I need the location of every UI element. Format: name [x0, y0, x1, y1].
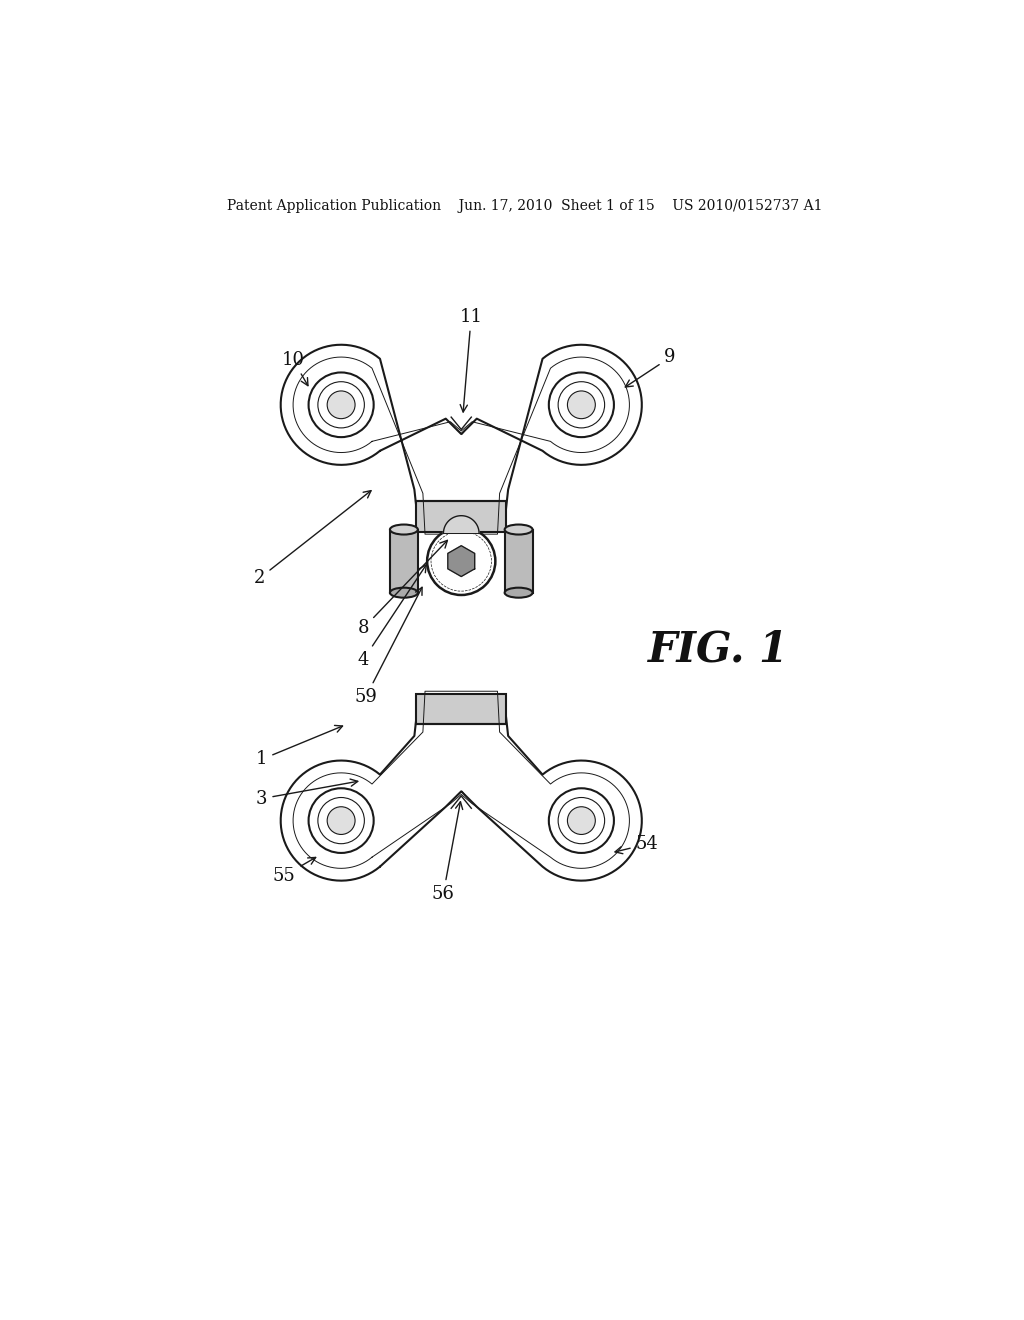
Text: 55: 55 [273, 858, 315, 884]
Text: FIG. 1: FIG. 1 [648, 628, 790, 671]
Text: 9: 9 [626, 348, 676, 387]
Text: 11: 11 [460, 308, 482, 412]
Text: 56: 56 [432, 801, 463, 903]
Text: 10: 10 [282, 351, 308, 385]
Circle shape [308, 372, 374, 437]
Text: Patent Application Publication    Jun. 17, 2010  Sheet 1 of 15    US 2010/015273: Patent Application Publication Jun. 17, … [227, 199, 822, 213]
FancyBboxPatch shape [390, 529, 418, 593]
Circle shape [567, 391, 595, 418]
Polygon shape [281, 697, 642, 880]
Polygon shape [443, 516, 479, 533]
Circle shape [328, 807, 355, 834]
Ellipse shape [505, 524, 532, 535]
FancyBboxPatch shape [417, 693, 506, 725]
Circle shape [308, 788, 374, 853]
Circle shape [549, 372, 614, 437]
Circle shape [567, 807, 595, 834]
Ellipse shape [505, 587, 532, 598]
Ellipse shape [390, 524, 418, 535]
Polygon shape [447, 545, 475, 577]
Circle shape [427, 527, 496, 595]
Circle shape [549, 788, 614, 853]
Text: 1: 1 [256, 726, 343, 768]
Circle shape [328, 391, 355, 418]
Text: 4: 4 [357, 565, 426, 669]
Text: 54: 54 [615, 836, 658, 854]
Text: 8: 8 [357, 540, 447, 638]
Ellipse shape [390, 587, 418, 598]
Polygon shape [281, 345, 642, 528]
FancyBboxPatch shape [417, 502, 506, 532]
Text: 59: 59 [354, 587, 422, 706]
Text: 3: 3 [256, 779, 357, 808]
Text: 2: 2 [254, 491, 371, 587]
FancyBboxPatch shape [505, 529, 532, 593]
